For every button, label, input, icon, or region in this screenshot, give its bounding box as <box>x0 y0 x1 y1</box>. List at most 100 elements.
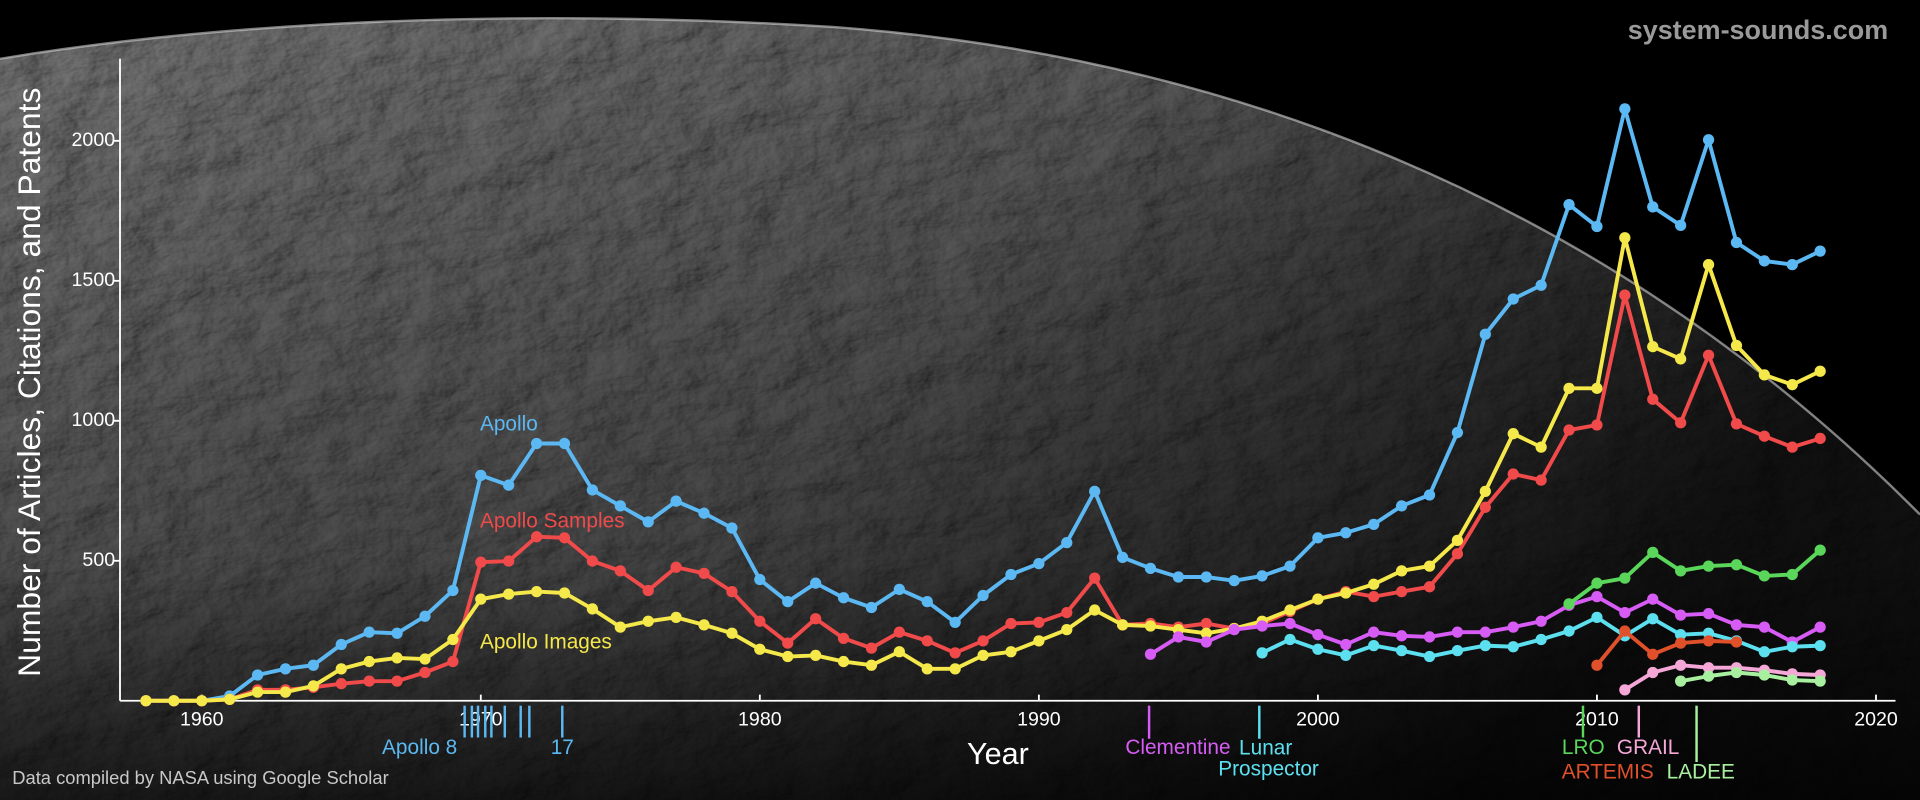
data-point <box>1061 536 1073 549</box>
series <box>1675 666 1826 687</box>
data-point <box>1256 570 1268 582</box>
data-point <box>1312 643 1324 655</box>
data-point <box>921 663 933 675</box>
data-point <box>1535 615 1547 627</box>
y-tick-label: 1500 <box>72 269 116 291</box>
data-point <box>1758 570 1770 582</box>
data-point <box>1702 560 1715 572</box>
data-point <box>614 565 626 577</box>
data-point <box>1256 647 1268 659</box>
data-point <box>782 650 794 663</box>
x-tick-label: 1990 <box>1017 709 1061 731</box>
data-point <box>1619 289 1631 301</box>
data-point <box>447 655 459 668</box>
data-point <box>1451 645 1464 657</box>
x-tick-label: 2020 <box>1854 709 1898 731</box>
data-point <box>1451 548 1464 560</box>
data-point <box>1675 417 1687 429</box>
data-point <box>1814 675 1826 687</box>
data-point <box>503 588 515 600</box>
data-point <box>893 583 905 595</box>
data-point <box>1340 587 1352 599</box>
data-point <box>1675 659 1687 671</box>
data-point <box>865 642 878 654</box>
data-point <box>977 649 989 662</box>
data-point <box>1675 219 1687 232</box>
data-point <box>335 663 347 675</box>
data-point <box>1702 134 1715 146</box>
data-point <box>1591 382 1603 394</box>
data-point <box>1535 279 1547 291</box>
data-point <box>419 666 431 679</box>
data-point <box>1814 639 1826 652</box>
data-point <box>558 587 571 599</box>
data-point <box>1730 619 1743 631</box>
data-point <box>1033 557 1045 570</box>
data-point <box>865 601 878 614</box>
data-point <box>1144 648 1157 660</box>
data-point <box>503 555 515 567</box>
data-point <box>419 610 431 622</box>
data-point <box>1535 474 1547 486</box>
data-point <box>196 695 208 707</box>
data-point <box>586 603 599 615</box>
data-point <box>921 596 933 608</box>
watermark: system-sounds.com <box>1628 15 1888 45</box>
data-point <box>614 500 626 512</box>
data-point <box>1368 639 1380 652</box>
data-point <box>1758 369 1770 381</box>
mission-label: Clementine <box>1125 736 1230 759</box>
data-point <box>530 437 543 450</box>
source-note: Data compiled by NASA using Google Schol… <box>12 767 388 788</box>
data-point <box>1647 613 1659 625</box>
data-point <box>530 585 543 598</box>
data-point <box>1647 393 1659 405</box>
data-point <box>1535 633 1547 646</box>
data-point <box>1814 432 1826 445</box>
series-line <box>1567 548 1822 606</box>
data-point <box>335 638 347 651</box>
data-point <box>1563 625 1575 637</box>
data-point <box>698 619 710 631</box>
x-tick-label: 1980 <box>738 709 782 731</box>
data-point <box>1005 568 1017 581</box>
data-point <box>1395 565 1408 577</box>
data-point <box>251 686 264 698</box>
data-point <box>530 531 543 543</box>
data-point <box>1619 684 1631 696</box>
data-point <box>1200 627 1212 639</box>
data-point <box>140 695 152 707</box>
data-point <box>1144 620 1157 632</box>
data-point <box>1647 340 1659 353</box>
series-label: Apollo <box>480 413 538 436</box>
data-point <box>1089 572 1101 584</box>
data-point <box>1423 631 1436 643</box>
data-point <box>1340 527 1352 539</box>
data-point <box>447 633 459 646</box>
data-point <box>1507 428 1519 440</box>
data-point <box>391 652 403 664</box>
data-point <box>1451 426 1464 439</box>
data-point <box>1451 626 1464 638</box>
data-point <box>754 573 766 586</box>
data-point <box>977 589 989 602</box>
data-point <box>558 532 571 544</box>
data-point <box>754 615 766 627</box>
data-point <box>1730 559 1743 571</box>
data-point <box>1395 585 1408 598</box>
data-point <box>837 632 850 644</box>
launch-label: 17 <box>551 736 574 759</box>
data-point <box>1172 631 1185 643</box>
data-point <box>1535 441 1547 453</box>
data-point <box>1340 638 1352 651</box>
series-label: Apollo Images <box>480 631 612 654</box>
data-point <box>1563 598 1575 610</box>
data-point <box>1563 424 1575 436</box>
data-point <box>1312 593 1324 605</box>
data-point <box>1089 604 1101 616</box>
data-point <box>419 653 431 665</box>
data-point <box>307 680 320 692</box>
data-point <box>698 507 710 519</box>
data-point <box>1368 578 1380 590</box>
data-point <box>224 693 236 706</box>
